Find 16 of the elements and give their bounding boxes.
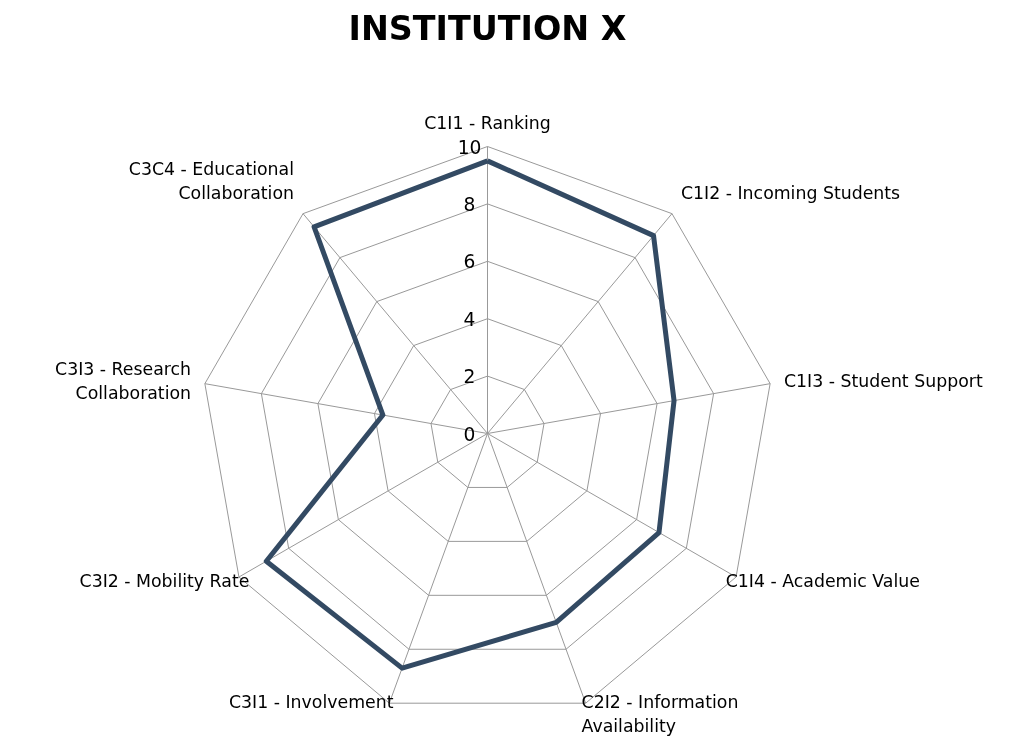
y-tick-label: 10 xyxy=(457,136,482,158)
spoke-label: C2I2 - Information Availability xyxy=(581,691,739,736)
spoke-label: C1I2 - Incoming Students xyxy=(680,182,901,203)
y-tick-label: 0 xyxy=(463,423,476,445)
spoke-label: C3C4 - Educational Collaboration xyxy=(128,158,295,203)
spoke-label: C1I1 - Ranking xyxy=(424,112,551,133)
y-tick-label: 2 xyxy=(463,366,476,388)
chart-title: INSTITUTION X xyxy=(348,9,627,48)
y-tick-label: 4 xyxy=(463,308,476,330)
spoke-label: C3I2 - Mobility Rate xyxy=(79,571,250,591)
spoke-label: C1I3 - Student Support xyxy=(783,371,983,392)
spoke-label: C1I4 - Academic Value xyxy=(725,571,920,591)
y-tick-label: 6 xyxy=(463,251,476,273)
spoke-label: C3I1 - Involvement xyxy=(228,691,394,712)
y-tick-label: 8 xyxy=(463,193,476,215)
spoke-label: C3I3 - Research Collaboration xyxy=(55,359,192,404)
